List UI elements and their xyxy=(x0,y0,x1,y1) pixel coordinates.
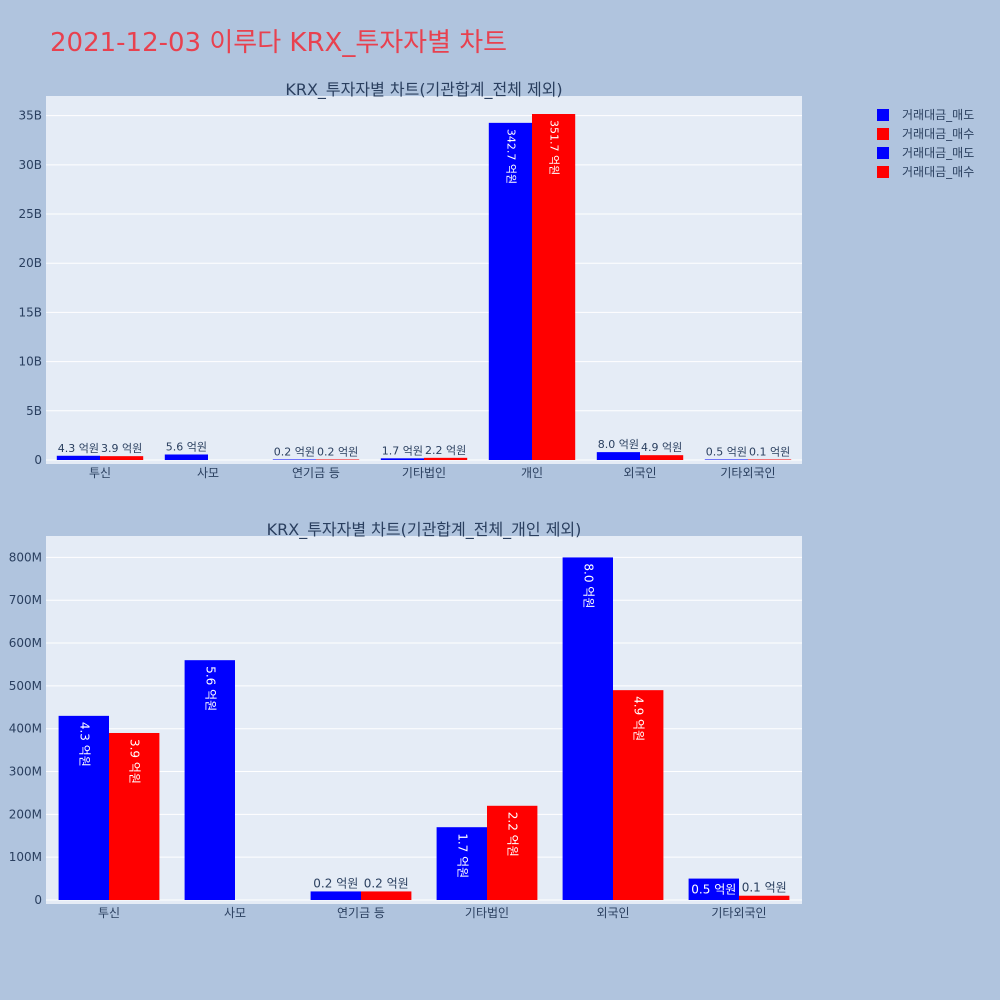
x-tick-label: 기타법인 xyxy=(402,466,446,480)
bar-value-label: 5.6 억원 xyxy=(166,440,207,453)
bar-value-label: 1.7 억원 xyxy=(455,833,469,878)
legend-swatch xyxy=(877,147,889,159)
chart-1: 0 5B 10B 15B 20B 25B 30B 35B KRX_투자자별 차트(기관합계_전체… xyxy=(18,80,802,480)
bar-value-label: 4.3 억원 xyxy=(58,442,99,455)
bar-buy xyxy=(613,690,664,900)
x-tick-label: 개인 xyxy=(521,466,543,480)
bar-value-label: 3.9 억원 xyxy=(128,739,142,784)
bar-value-label: 0.2 억원 xyxy=(317,446,358,459)
bar-sell xyxy=(184,660,235,900)
bar-value-label: 2.2 억원 xyxy=(506,812,520,857)
legend-label: 거래대금_매도 xyxy=(902,146,974,160)
chart-title: KRX_투자자별 차트(기관합계_전체 제외) xyxy=(285,80,562,100)
bar-value-label: 5.6 억원 xyxy=(203,666,217,711)
bar-sell xyxy=(380,458,424,460)
bar-value-label: 8.0 억원 xyxy=(581,563,595,608)
bar-sell xyxy=(688,878,739,900)
bar-buy xyxy=(739,895,790,900)
y-tick-label: 600M xyxy=(9,636,42,650)
bar-value-label: 0.5 억원 xyxy=(706,446,747,459)
bar-sell xyxy=(436,827,487,900)
bar-buy xyxy=(424,457,468,460)
bar-value-label: 4.3 억원 xyxy=(77,722,91,767)
x-tick-label: 투신 xyxy=(89,466,111,480)
y-tick-label: 5B xyxy=(26,404,42,418)
y-tick-label: 300M xyxy=(9,765,42,779)
bar-buy xyxy=(640,455,684,460)
y-tick-label: 25B xyxy=(18,207,42,221)
legend-swatch xyxy=(877,109,889,121)
bar-value-label: 0.2 억원 xyxy=(274,446,315,459)
bar-sell xyxy=(562,557,613,900)
y-tick-label: 100M xyxy=(9,850,42,864)
bar-sell xyxy=(596,452,640,460)
y-tick-label: 800M xyxy=(9,550,42,564)
y-tick-label: 10B xyxy=(18,355,42,369)
x-tick-label: 연기금 등 xyxy=(337,906,385,920)
x-tick-label: 외국인 xyxy=(596,906,629,920)
plot-area xyxy=(46,536,802,904)
page-title: 2021-12-03 이루다 KRX_투자자별 차트 xyxy=(50,28,508,58)
chart-2: 0 100M 200M 300M 400M 500M 600M 700M 800M KRX_투자자… xyxy=(9,520,802,920)
bar-value-label: 8.0 억원 xyxy=(598,438,639,451)
bar-value-label: 0.1 억원 xyxy=(749,446,790,459)
bar-buy xyxy=(532,114,576,461)
bar-buy xyxy=(748,459,792,460)
bar-value-label: 3.9 억원 xyxy=(101,442,142,455)
bar-value-label: 351.7 억원 xyxy=(548,120,561,175)
legend-swatch xyxy=(877,128,889,140)
bar-value-label: 0.2 억원 xyxy=(313,876,358,890)
bar-value-label: 2.2 억원 xyxy=(425,444,466,457)
y-tick-label: 30B xyxy=(18,158,42,172)
bar-sell xyxy=(164,454,208,460)
bar-sell xyxy=(310,891,361,900)
y-tick-label: 35B xyxy=(18,109,42,123)
bar-buy xyxy=(316,459,360,460)
x-tick-label: 기타외국인 xyxy=(711,906,766,920)
x-tick-label: 기타외국인 xyxy=(720,466,775,480)
legend-swatch xyxy=(877,166,889,178)
bar-sell xyxy=(272,459,316,460)
bar-value-label: 0.1 억원 xyxy=(742,881,787,895)
bar-sell xyxy=(58,715,109,900)
bar-sell xyxy=(704,459,748,460)
bar-sell xyxy=(56,455,100,460)
x-tick-label: 투신 xyxy=(98,906,120,920)
bar-sell xyxy=(488,122,532,460)
y-tick-label: 400M xyxy=(9,722,42,736)
x-tick-label: 기타법인 xyxy=(465,906,509,920)
bar-value-label: 0.5 억원 xyxy=(691,882,736,896)
x-tick-label: 외국인 xyxy=(623,466,656,480)
legend-label: 거래대금_매도 xyxy=(902,108,974,122)
y-tick-label: 200M xyxy=(9,807,42,821)
bar-buy xyxy=(487,805,538,900)
x-tick-label: 사모 xyxy=(224,906,246,920)
plot-area xyxy=(46,96,802,464)
bar-value-label: 1.7 억원 xyxy=(382,444,423,457)
y-tick-label: 700M xyxy=(9,593,42,607)
bar-buy xyxy=(100,456,144,460)
bar-value-label: 0.2 억원 xyxy=(364,876,409,890)
x-tick-label: 연기금 등 xyxy=(292,466,340,480)
bar-value-label: 342.7 억원 xyxy=(504,129,517,184)
y-tick-label: 500M xyxy=(9,679,42,693)
legend-label: 거래대금_매수 xyxy=(902,127,974,141)
chart-title: KRX_투자자별 차트(기관합계_전체_개인 제외) xyxy=(267,520,582,540)
bar-value-label: 4.9 억원 xyxy=(632,696,646,741)
y-tick-label: 0 xyxy=(34,893,42,907)
bar-value-label: 4.9 억원 xyxy=(641,441,682,454)
x-tick-label: 사모 xyxy=(197,466,219,480)
legend-label: 거래대금_매수 xyxy=(902,165,974,179)
y-tick-label: 20B xyxy=(18,256,42,270)
bar-buy xyxy=(109,732,160,900)
y-tick-label: 15B xyxy=(18,305,42,319)
bar-buy xyxy=(361,891,412,900)
y-tick-label: 0 xyxy=(34,453,42,467)
